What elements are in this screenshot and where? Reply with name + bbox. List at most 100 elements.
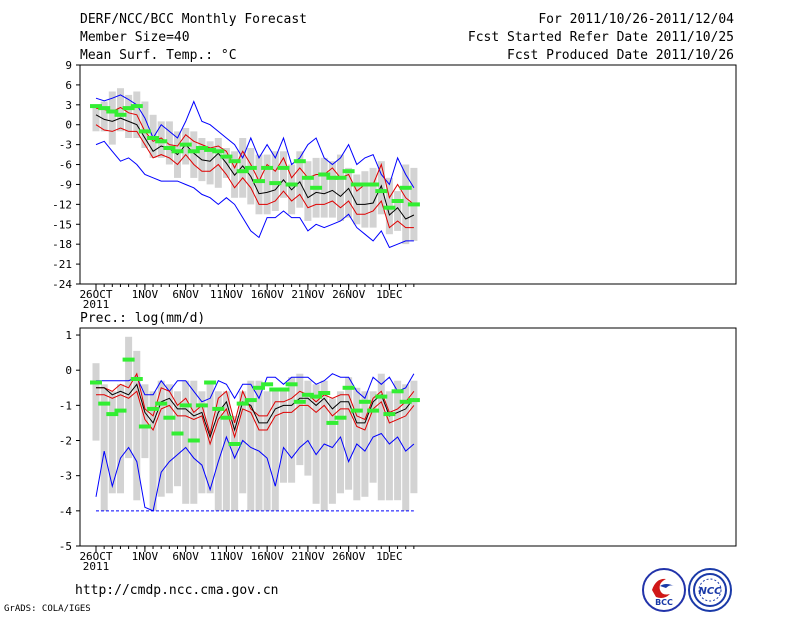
box-bar [361,391,369,497]
box-bar [402,384,410,511]
median-marker [285,382,298,387]
median-marker [114,112,127,117]
box-bar [320,157,328,218]
box-bar [328,398,336,504]
x-tick-label: 21NOV [291,550,324,563]
box-bar [369,167,377,228]
median-marker [155,401,168,406]
box-bar [280,387,287,483]
median-marker [326,175,339,180]
box-bar [312,384,320,504]
median-marker [187,149,200,154]
box-bar [385,391,393,501]
box-bar [304,161,312,221]
box-bar [263,391,271,511]
svg-text:BCC: BCC [655,598,673,607]
ensemble-mean-line [96,383,415,439]
y-tick-label: -15 [52,218,72,231]
year-label: 2011 [83,560,110,573]
box-bar [345,377,353,490]
median-marker [236,169,249,174]
y-tick-label: 6 [65,79,72,92]
median-marker [334,415,347,420]
precip-title: Prec.: log(mm/d) [80,311,205,326]
ncc-logo: NCC [688,568,732,612]
x-tick-label: 26NOV [332,288,365,301]
y-tick-label: -5 [59,540,72,553]
box-bar [108,391,116,494]
max-line [95,94,415,189]
box-bar [117,88,124,132]
box-bar [320,380,328,511]
median-marker [90,104,102,109]
forecast-period: For 2011/10/26-2011/12/04 [538,12,734,27]
box-bar [296,373,304,466]
y-tick-label: -3 [59,139,72,152]
median-marker [147,136,160,140]
median-marker [318,391,331,395]
median-marker [155,139,168,144]
median-marker [261,382,274,387]
x-tick-label: 16NOV [251,288,284,301]
box-bar [394,191,402,231]
median-marker [163,415,176,420]
x-tick-label: 1NOV [132,288,159,301]
box-bar [214,138,222,188]
y-tick-label: -2 [59,435,72,448]
median-marker [220,415,233,420]
median-marker [383,205,396,210]
median-marker [269,387,282,392]
box-bar [280,151,287,198]
median-marker [204,147,217,152]
box-bar [394,380,402,501]
max-line [96,373,415,403]
median-marker [244,398,257,403]
y-tick-label: 9 [65,59,72,72]
median-marker [407,202,420,207]
box-bar [165,384,173,494]
median-marker [228,442,241,446]
median-marker [342,169,355,174]
median-marker [212,149,225,154]
x-tick-label: 1DEC [376,288,403,301]
median-marker [171,431,184,436]
box-bar [271,391,279,511]
median-marker [318,172,331,177]
median-marker [244,165,257,170]
x-tick-label: 1NOV [132,550,159,563]
median-marker [326,420,339,425]
box-bar [239,391,247,494]
box-bar [157,380,165,497]
plot-frame [79,64,737,285]
median-marker [179,142,192,147]
median-marker [228,159,241,164]
box-bar [206,141,214,185]
box-bar [182,380,190,504]
box-bar [353,174,361,225]
x-tick-label: 1DEC [376,550,403,563]
box-bar [231,415,239,511]
box-bar [304,380,312,476]
box-bar [100,384,108,511]
median-marker [310,185,323,190]
median-marker [285,182,298,187]
median-marker [147,406,160,411]
median-marker [350,408,363,413]
source-url[interactable]: http://cmdp.ncc.cma.gov.cn [75,583,279,598]
box-bar [263,154,271,215]
median-marker [399,185,412,190]
median-marker [90,380,102,385]
median-marker [253,385,265,390]
y-tick-label: -24 [52,278,72,291]
ensemble-mean-line [95,114,415,220]
median-marker [358,182,371,187]
box-bar [239,138,247,198]
box-bar [214,391,222,511]
box-bar [92,363,100,441]
box-bar [92,104,100,132]
median-marker [375,189,388,194]
x-tick-label: 16NOV [251,550,284,563]
x-tick-label: 6NOV [172,550,199,563]
box-bar [410,380,418,494]
